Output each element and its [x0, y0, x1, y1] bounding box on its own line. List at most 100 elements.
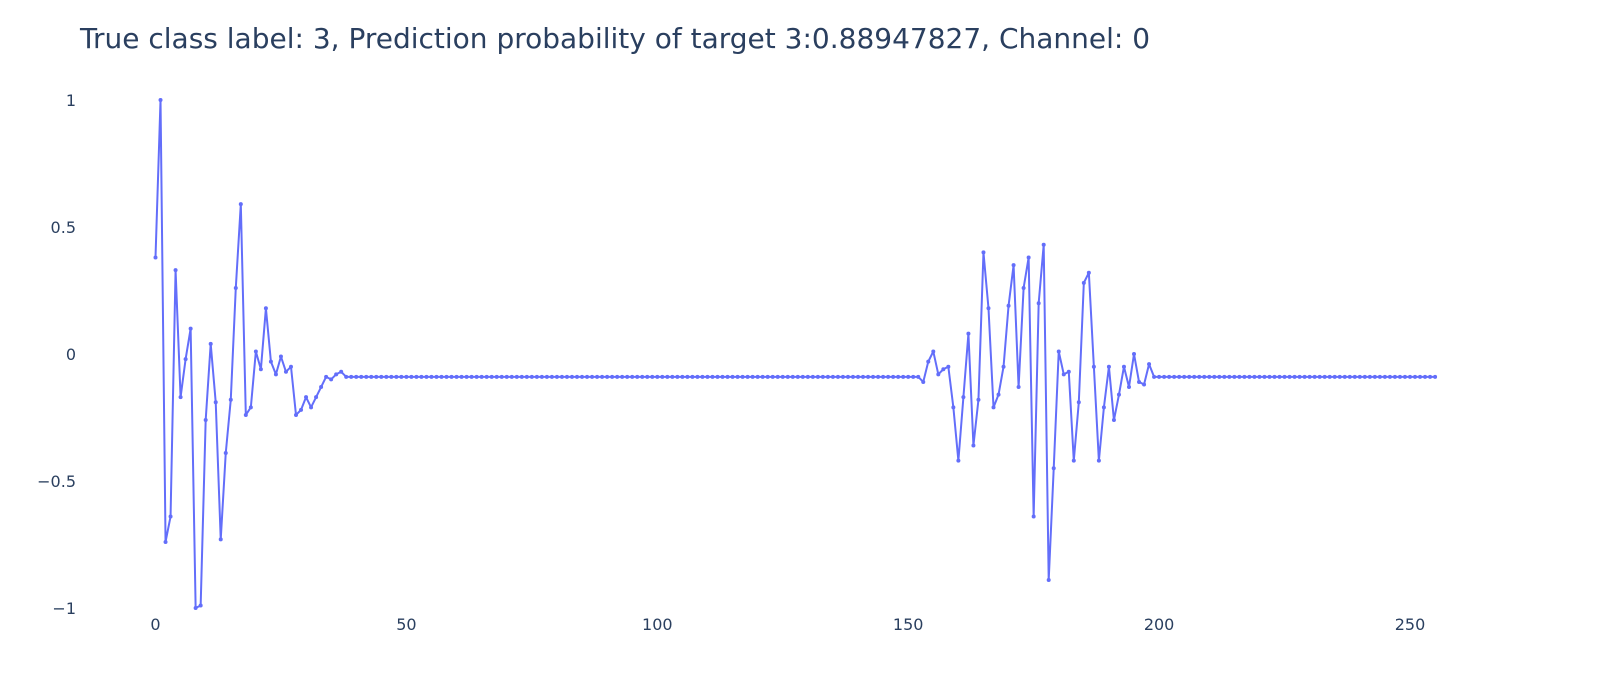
data-point — [600, 374, 605, 379]
data-point — [620, 374, 625, 379]
data-point — [675, 374, 680, 379]
data-point — [755, 374, 760, 379]
data-point — [1327, 374, 1332, 379]
data-point — [1222, 374, 1227, 379]
series-line — [154, 99, 1436, 609]
data-point — [459, 374, 464, 379]
data-point — [429, 374, 434, 379]
data-point — [1001, 364, 1006, 369]
data-point — [419, 374, 424, 379]
data-point — [1147, 362, 1152, 367]
data-point — [640, 374, 645, 379]
data-point — [1207, 374, 1212, 379]
data-point — [1152, 374, 1157, 379]
data-point — [585, 374, 590, 379]
data-point — [1242, 374, 1247, 379]
data-point — [951, 405, 956, 410]
data-point — [1387, 374, 1392, 379]
data-point — [484, 374, 489, 379]
data-point — [153, 255, 158, 260]
data-point — [1347, 374, 1352, 379]
data-point — [610, 374, 615, 379]
data-point — [805, 374, 810, 379]
data-point — [770, 374, 775, 379]
data-point — [1162, 374, 1167, 379]
data-point — [549, 374, 554, 379]
data-point — [434, 374, 439, 379]
data-point — [1101, 405, 1106, 410]
data-point — [464, 374, 469, 379]
data-point — [1357, 374, 1362, 379]
data-point — [218, 537, 223, 542]
data-point — [966, 331, 971, 336]
data-point — [158, 98, 163, 102]
data-point — [379, 374, 384, 379]
data-point — [1297, 374, 1302, 379]
y-tick-label: −1 — [52, 599, 76, 618]
data-point — [1372, 374, 1377, 379]
data-point — [569, 374, 574, 379]
data-point — [911, 374, 916, 379]
data-point — [760, 374, 765, 379]
data-point — [454, 374, 459, 379]
data-point — [258, 367, 263, 372]
data-point — [795, 374, 800, 379]
data-point — [449, 374, 454, 379]
data-point — [1157, 374, 1162, 379]
data-point — [1402, 374, 1407, 379]
data-point — [605, 374, 610, 379]
data-point — [1076, 400, 1081, 405]
data-point — [941, 367, 946, 372]
data-point — [991, 405, 996, 410]
data-point — [1192, 374, 1197, 379]
data-point — [374, 374, 379, 379]
data-point — [1137, 379, 1142, 384]
data-point — [1142, 382, 1147, 387]
data-point — [479, 374, 484, 379]
data-point — [740, 374, 745, 379]
data-point — [1413, 374, 1418, 379]
data-point — [1423, 374, 1428, 379]
data-point — [168, 514, 173, 519]
data-point — [650, 374, 655, 379]
data-point — [730, 374, 735, 379]
data-point — [750, 374, 755, 379]
data-point — [926, 359, 931, 364]
data-point — [1322, 374, 1327, 379]
data-point — [173, 268, 178, 273]
data-point — [670, 374, 675, 379]
data-point — [705, 374, 710, 379]
data-point — [559, 374, 564, 379]
data-point — [228, 397, 233, 402]
data-point — [1312, 374, 1317, 379]
data-point — [389, 374, 394, 379]
data-point — [349, 374, 354, 379]
data-point — [494, 374, 499, 379]
data-point — [314, 395, 319, 400]
data-point — [238, 202, 243, 207]
data-point — [1046, 578, 1051, 583]
data-point — [319, 385, 324, 390]
data-point — [625, 374, 630, 379]
data-point — [1267, 374, 1272, 379]
data-point — [248, 405, 253, 410]
data-point — [575, 374, 580, 379]
data-point — [369, 374, 374, 379]
data-point — [590, 374, 595, 379]
data-point — [178, 395, 183, 400]
data-point — [1232, 374, 1237, 379]
data-point — [1091, 364, 1096, 369]
data-point — [665, 374, 670, 379]
data-point — [554, 374, 559, 379]
data-point — [891, 374, 896, 379]
data-point — [1227, 374, 1232, 379]
data-point — [203, 418, 208, 423]
y-tick-label: 0 — [66, 345, 76, 364]
data-point — [1362, 374, 1367, 379]
data-point — [474, 374, 479, 379]
data-point — [660, 374, 665, 379]
data-point — [916, 374, 921, 379]
y-axis-ticks: 1 0.5 0 −0.5 −1 — [37, 91, 76, 618]
x-tick-label: 150 — [893, 615, 924, 634]
data-point — [1337, 374, 1342, 379]
